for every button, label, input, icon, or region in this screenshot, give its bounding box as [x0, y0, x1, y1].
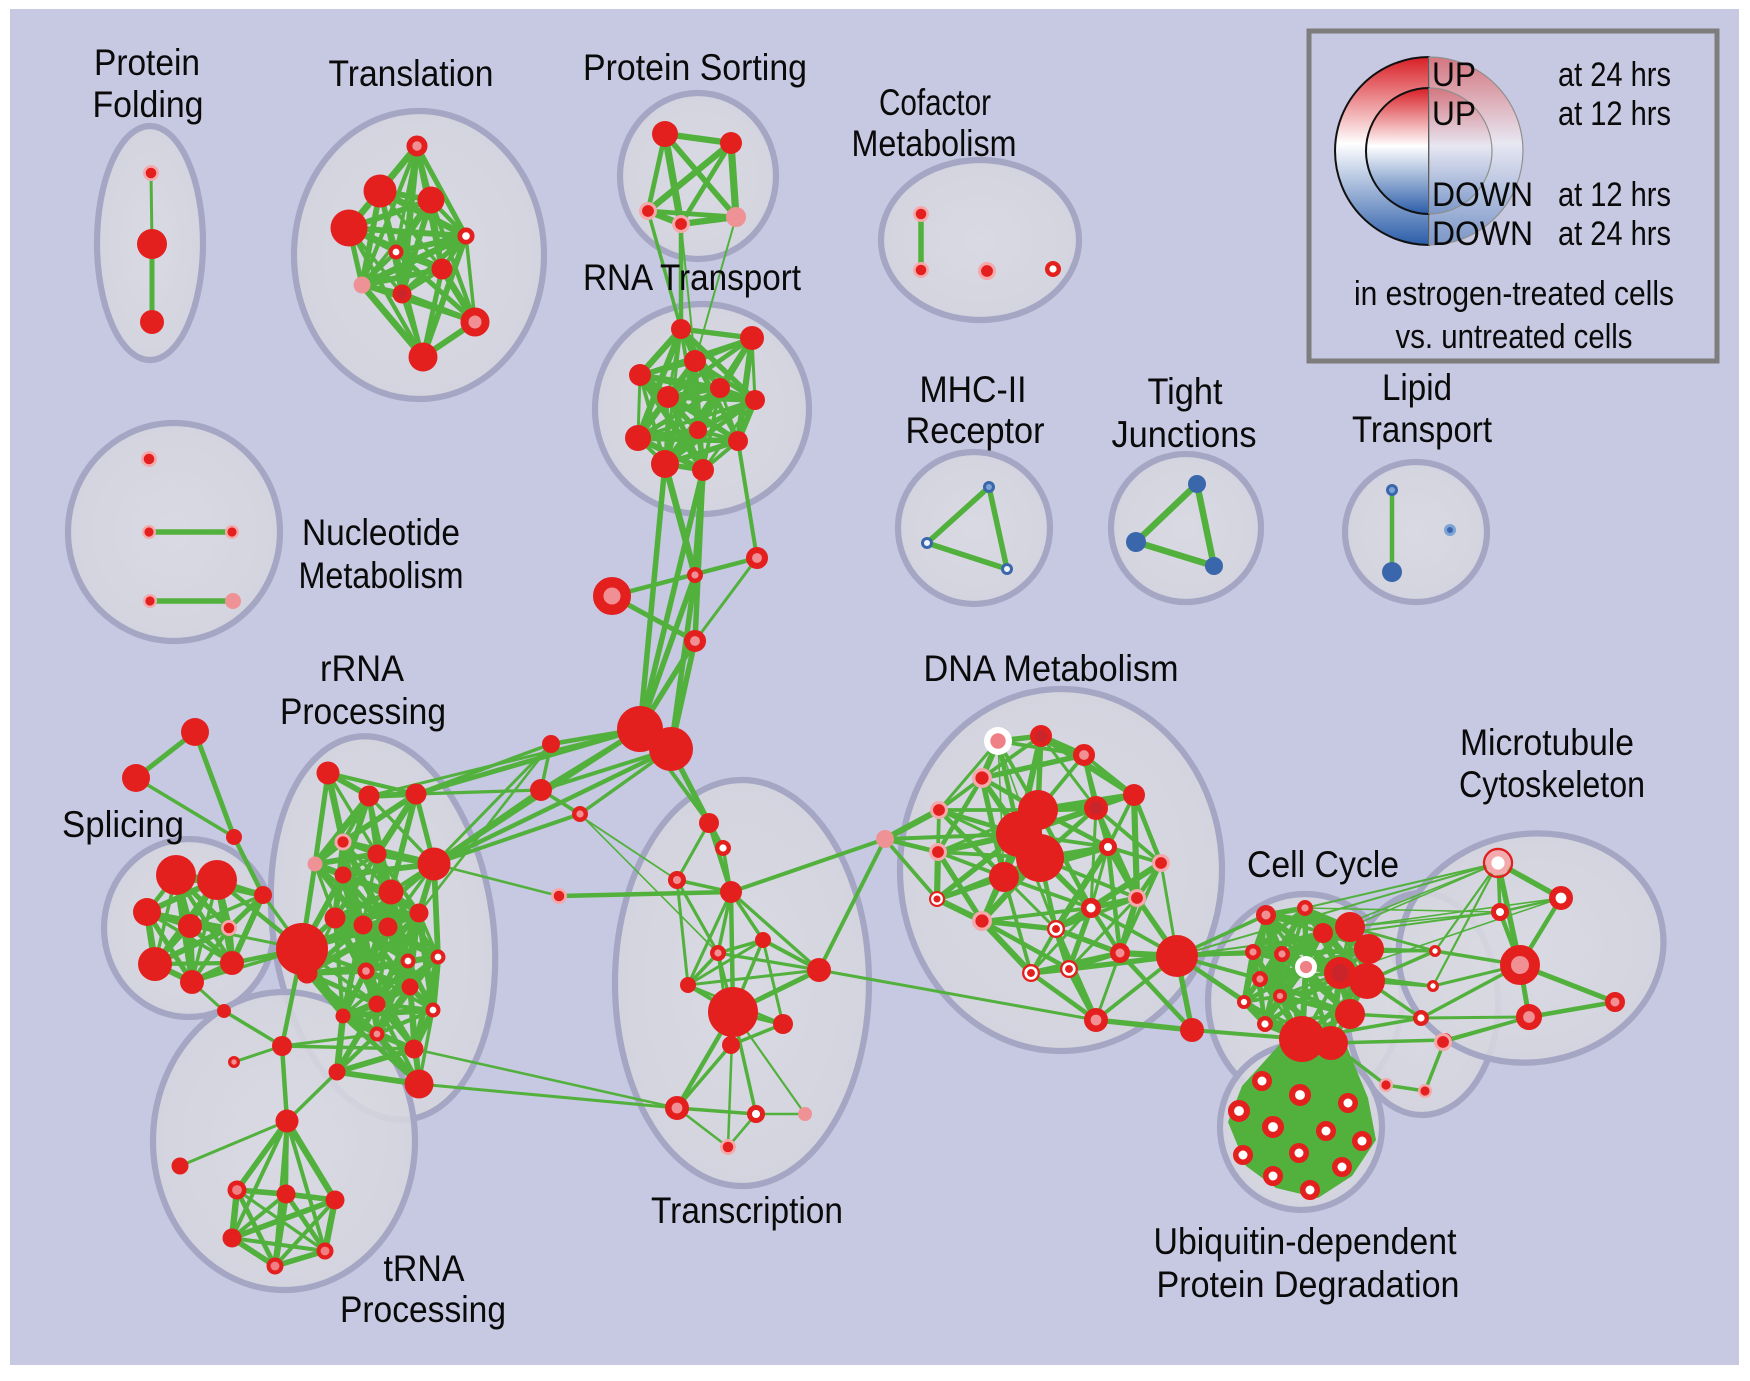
svg-text:UP: UP	[1432, 56, 1476, 94]
svg-text:UP: UP	[1432, 95, 1476, 133]
svg-text:Cell Cycle: Cell Cycle	[1247, 844, 1399, 885]
svg-text:MHC-II: MHC-II	[920, 369, 1027, 410]
svg-text:Folding: Folding	[93, 84, 204, 125]
svg-text:vs. untreated cells: vs. untreated cells	[1396, 318, 1633, 356]
svg-text:Junctions: Junctions	[1112, 414, 1257, 455]
svg-text:Protein: Protein	[94, 42, 200, 83]
svg-text:DNA Metabolism: DNA Metabolism	[924, 648, 1179, 689]
svg-text:Transcription: Transcription	[651, 1190, 843, 1231]
svg-text:Translation: Translation	[329, 53, 494, 94]
svg-text:Ubiquitin-dependent: Ubiquitin-dependent	[1154, 1221, 1458, 1262]
svg-text:Protein Degradation: Protein Degradation	[1157, 1264, 1460, 1305]
svg-text:Cytoskeleton: Cytoskeleton	[1459, 764, 1645, 805]
svg-text:in estrogen-treated cells: in estrogen-treated cells	[1354, 275, 1674, 313]
svg-text:DOWN: DOWN	[1432, 176, 1533, 214]
svg-text:Cofactor: Cofactor	[879, 82, 991, 123]
svg-text:at 24 hrs: at 24 hrs	[1558, 215, 1671, 253]
svg-text:Processing: Processing	[340, 1289, 506, 1330]
svg-text:at 12 hrs: at 12 hrs	[1558, 95, 1671, 133]
svg-text:RNA Transport: RNA Transport	[583, 257, 802, 298]
svg-text:Metabolism: Metabolism	[299, 555, 464, 596]
svg-text:Protein Sorting: Protein Sorting	[583, 47, 807, 88]
svg-text:Lipid: Lipid	[1382, 367, 1452, 408]
svg-text:DOWN: DOWN	[1432, 215, 1533, 253]
svg-text:tRNA: tRNA	[384, 1248, 465, 1289]
svg-text:Receptor: Receptor	[906, 410, 1045, 451]
svg-text:Processing: Processing	[280, 691, 446, 732]
svg-text:Metabolism: Metabolism	[852, 123, 1017, 164]
svg-text:Tight: Tight	[1148, 371, 1224, 412]
svg-text:Splicing: Splicing	[62, 804, 184, 845]
svg-text:at 24 hrs: at 24 hrs	[1558, 56, 1671, 94]
svg-text:Microtubule: Microtubule	[1460, 722, 1634, 763]
svg-text:Nucleotide: Nucleotide	[302, 512, 460, 553]
svg-text:Transport: Transport	[1352, 409, 1493, 450]
svg-text:rRNA: rRNA	[320, 648, 404, 689]
svg-text:at 12 hrs: at 12 hrs	[1558, 176, 1671, 214]
